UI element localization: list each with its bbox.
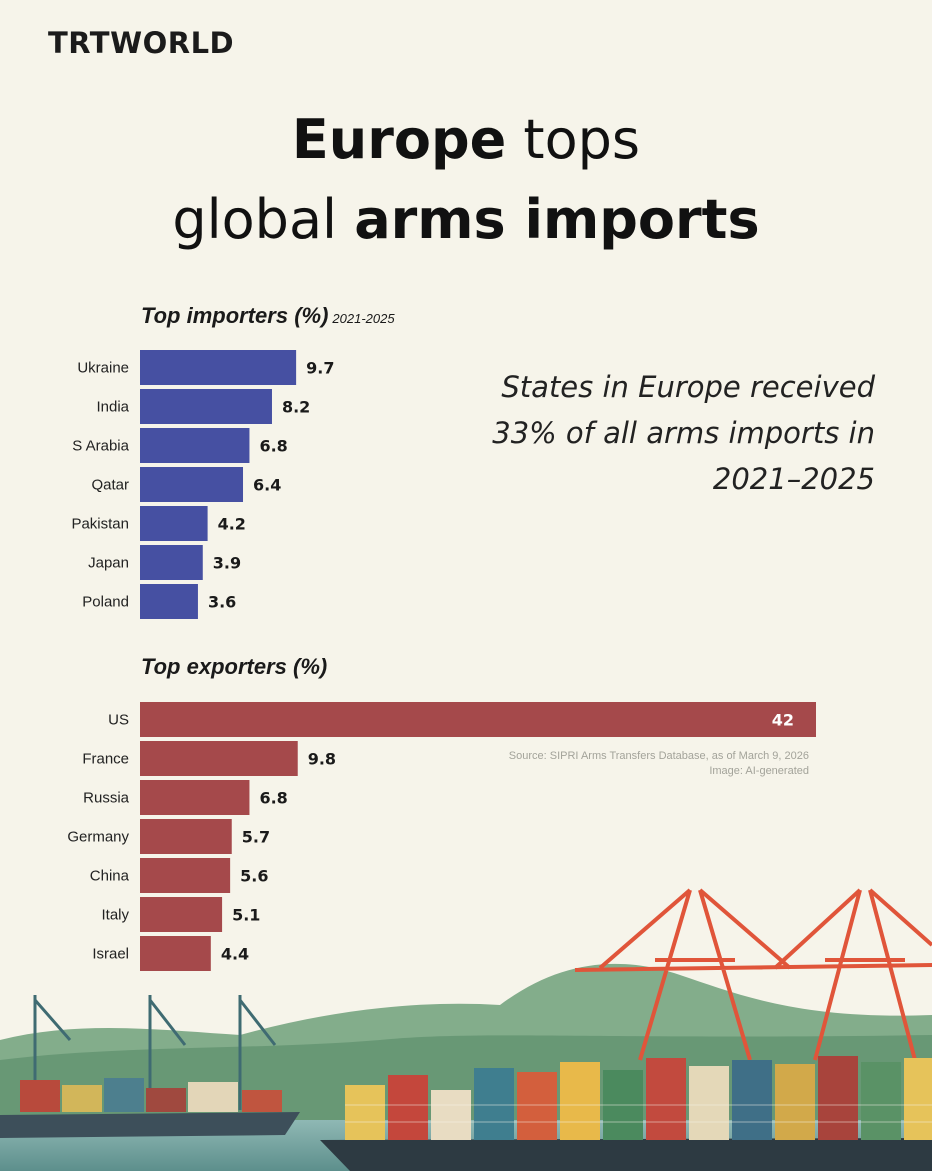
importer-bar bbox=[140, 545, 203, 580]
exporter-bar bbox=[140, 702, 816, 737]
exporter-bar bbox=[140, 936, 211, 971]
exporter-category-label: US bbox=[108, 712, 129, 729]
exporter-value-label: 4.4 bbox=[221, 945, 249, 964]
importer-value-label: 3.6 bbox=[208, 593, 236, 612]
importer-category-label: Japan bbox=[88, 555, 129, 572]
importer-category-label: India bbox=[96, 399, 129, 416]
importers-subtitle: 2021-2025 bbox=[332, 311, 395, 326]
importer-category-label: Qatar bbox=[91, 477, 129, 494]
headline-bold-1: Europe bbox=[291, 108, 507, 171]
importer-category-label: S Arabia bbox=[72, 438, 129, 455]
importer-bar bbox=[140, 389, 272, 424]
exporter-bar bbox=[140, 897, 223, 932]
importer-category-label: Poland bbox=[82, 594, 129, 611]
importer-value-label: 6.4 bbox=[253, 476, 281, 495]
exporter-value-label: 9.8 bbox=[308, 750, 336, 769]
exporter-value-label: 42 bbox=[772, 711, 794, 730]
importer-value-label: 6.8 bbox=[259, 437, 287, 456]
importer-value-label: 8.2 bbox=[282, 398, 310, 417]
exporter-category-label: China bbox=[90, 868, 130, 885]
exporter-bar bbox=[140, 858, 231, 893]
importer-category-label: Pakistan bbox=[71, 516, 129, 533]
source-line: Source: SIPRI Arms Transfers Database, a… bbox=[508, 750, 809, 762]
exporter-category-label: France bbox=[82, 751, 129, 768]
importer-value-label: 9.7 bbox=[306, 359, 334, 378]
importers-title-text: Top importers (%) bbox=[141, 303, 329, 328]
headline-bold-2: arms imports bbox=[354, 188, 760, 251]
headline-line-2: global arms imports bbox=[0, 188, 932, 251]
exporter-value-label: 6.8 bbox=[259, 789, 287, 808]
exporter-value-label: 5.1 bbox=[232, 906, 260, 925]
image-credit: Image: AI-generated bbox=[709, 765, 809, 777]
exporters-title: Top exporters (%) bbox=[141, 654, 327, 680]
exporter-category-label: Israel bbox=[92, 946, 129, 963]
importer-bar bbox=[140, 428, 250, 463]
headline-line-1: Europe tops bbox=[0, 108, 932, 171]
importer-bar bbox=[140, 584, 198, 619]
exporter-category-label: Italy bbox=[101, 907, 129, 924]
importer-value-label: 4.2 bbox=[218, 515, 246, 534]
exporter-category-label: Germany bbox=[67, 829, 129, 846]
source-note: Source: SIPRI Arms Transfers Database, a… bbox=[440, 749, 809, 779]
exporter-bar bbox=[140, 741, 298, 776]
importer-bar bbox=[140, 506, 208, 541]
importer-bar bbox=[140, 467, 244, 502]
exporter-bar bbox=[140, 780, 250, 815]
importer-bar bbox=[140, 350, 297, 385]
exporter-value-label: 5.7 bbox=[242, 828, 270, 847]
headline-light-2: global bbox=[172, 188, 355, 251]
exporter-category-label: Russia bbox=[83, 790, 130, 807]
brand-logo: TRTWORLD bbox=[48, 26, 235, 60]
exporter-value-label: 5.6 bbox=[240, 867, 268, 886]
importer-category-label: Ukraine bbox=[77, 360, 129, 377]
headline-light-1: tops bbox=[506, 108, 641, 171]
europe-quote: States in Europe received 33% of all arm… bbox=[492, 370, 875, 496]
exporters-title-text: Top exporters (%) bbox=[141, 654, 328, 679]
importers-title: Top importers (%) 2021-2025 bbox=[141, 303, 395, 329]
exporter-bar bbox=[140, 819, 232, 854]
importer-value-label: 3.9 bbox=[213, 554, 241, 573]
